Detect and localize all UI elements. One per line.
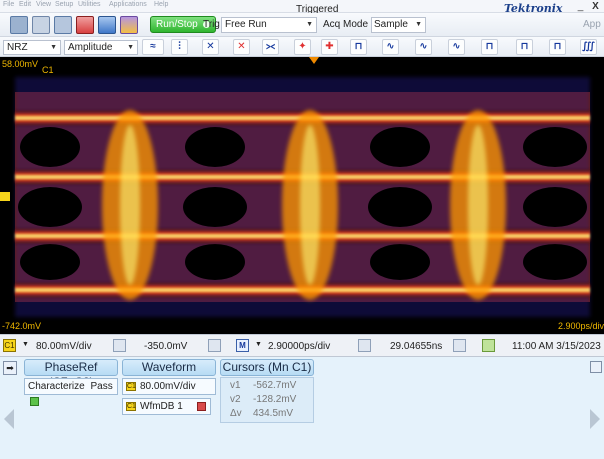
chevron-down-icon: ▼ [50, 41, 57, 54]
menu-file[interactable]: File [3, 1, 14, 8]
signal-type-select[interactable]: NRZ ▼ [3, 40, 61, 55]
math-channel-badge[interactable]: M [236, 339, 249, 352]
phaseref-badge-title[interactable]: PhaseRef (C7_C8) [24, 359, 118, 376]
trigger-mode-value: Free Run [225, 19, 267, 30]
add-badge-icon[interactable]: ➡ [3, 361, 17, 375]
eye-diagram-svg [0, 57, 604, 334]
vertical-scale[interactable]: 80.00mV/div [36, 341, 92, 352]
acq-mode-value: Sample [374, 19, 408, 30]
chevron-down-icon[interactable]: ▼ [255, 341, 262, 348]
measure-type-value: Amplitude [68, 42, 112, 53]
measure-amplitude-icon[interactable]: ≈ [142, 39, 164, 55]
channel-tag: C1 [126, 402, 136, 411]
measurement-toolbar: NRZ ▼ Amplitude ▼ ≈ ⫶ ✕ ✕ ⪥ ✦ ✚ ⊓ ∿ ∿ ∿ … [0, 37, 604, 57]
database-icon [197, 402, 206, 411]
menu-setup[interactable]: Setup [55, 1, 73, 8]
cursors-badge-title[interactable]: Cursors (Mn C1) [220, 359, 314, 376]
autoset-icon[interactable] [54, 16, 72, 34]
chevron-down-icon: ▼ [415, 18, 422, 32]
trigger-mode-select[interactable]: Free Run ▼ [221, 17, 317, 33]
acq-mode-label: Acq Mode [323, 19, 368, 30]
timebase-spin-icon[interactable] [358, 339, 371, 352]
utilities-icon[interactable] [120, 16, 138, 34]
menu-help[interactable]: Help [154, 1, 168, 8]
measure-icon[interactable] [98, 16, 116, 34]
measure-burst-icon[interactable]: ∭ [580, 39, 597, 55]
close-button[interactable]: X [589, 1, 602, 12]
timebase-value[interactable]: 2.90000ps/div [268, 341, 330, 352]
temperature-icon [482, 339, 495, 352]
measure-eye-icon[interactable]: ✕ [202, 39, 219, 55]
measure-crossing-icon[interactable]: ⫶ [171, 39, 188, 55]
position-spin-icon[interactable] [453, 339, 466, 352]
chevron-down-icon: ▼ [127, 41, 134, 54]
channel-badge[interactable]: C1 [3, 339, 16, 352]
scroll-left-icon[interactable] [4, 409, 14, 429]
cursor-delta-value: 434.5mV [253, 408, 293, 419]
scroll-right-icon[interactable] [590, 409, 600, 429]
menu-applications[interactable]: Applications [109, 1, 147, 8]
minimize-button[interactable]: _ [574, 1, 587, 12]
save-icon[interactable] [10, 16, 28, 34]
measure-type-select[interactable]: Amplitude ▼ [64, 40, 138, 55]
run-stop-label: Run/Stop [156, 19, 198, 30]
app-label[interactable]: App [583, 19, 601, 30]
waveform-badge-title[interactable]: Waveform [122, 359, 216, 376]
top-scale-value: 58.00mV [2, 59, 38, 69]
measure-cross-icon[interactable]: ✕ [233, 39, 250, 55]
control-panel: ➡ PhaseRef (C7_C8) Characterize Pass Wav… [0, 357, 604, 459]
cursor-v1-value: -562.7mV [253, 380, 296, 391]
characterize-row[interactable]: Characterize Pass [24, 378, 118, 395]
trigger-position-marker[interactable] [309, 57, 319, 64]
characterize-label: Characterize [28, 381, 85, 392]
channel-label: C1 [42, 65, 54, 75]
clear-icon[interactable] [76, 16, 94, 34]
waveform-source-row[interactable]: C1 WfmDB 1 [122, 398, 211, 415]
measure-falltime-icon[interactable]: ∿ [415, 39, 432, 55]
measure-jitter-icon[interactable]: ✦ [294, 39, 311, 55]
scale-spin-icon[interactable] [113, 339, 126, 352]
chevron-down-icon: ▼ [306, 18, 313, 32]
datetime: 11:00 AM 3/15/2023 [512, 341, 601, 352]
characterize-status: Pass [90, 381, 112, 392]
trig-label: Trig [203, 19, 220, 30]
menu-edit[interactable]: Edit [19, 1, 31, 8]
acq-mode-select[interactable]: Sample ▼ [371, 17, 426, 33]
chevron-down-icon[interactable]: ▼ [22, 341, 29, 348]
cursor-v2-value: -128.2mV [253, 394, 296, 405]
measure-period-icon[interactable]: ⊓ [516, 39, 533, 55]
measure-pulse-icon[interactable]: ⊓ [350, 39, 367, 55]
waveform-display[interactable]: 58.00mV C1 -742.0mV 2.900ps/div [0, 57, 604, 334]
status-ok-icon [30, 397, 39, 406]
bottom-scale-value: -742.0mV [2, 321, 41, 331]
offset-value[interactable]: -350.0mV [144, 341, 187, 352]
panel-menu-icon[interactable] [590, 361, 602, 373]
waveform-scale: 80.00mV/div [140, 381, 196, 392]
timebase-readout: 2.900ps/div [558, 321, 604, 331]
waveform-scale-row[interactable]: C1 80.00mV/div [122, 378, 216, 395]
measure-width-icon[interactable]: ⊓ [481, 39, 498, 55]
menu-view[interactable]: View [36, 1, 51, 8]
menu-bar: File Edit View Setup Utilities Applicati… [0, 0, 604, 13]
measure-freq-icon[interactable]: ⊓ [549, 39, 566, 55]
cursor-v1-label: v1 [230, 380, 241, 391]
measure-risetime-icon[interactable]: ∿ [382, 39, 399, 55]
channel-tag: C1 [126, 382, 136, 391]
measure-rise-icon[interactable]: ⪥ [262, 39, 279, 55]
position-value[interactable]: 29.04655ns [390, 341, 442, 352]
recall-icon[interactable] [32, 16, 50, 34]
cursor-delta-label: Δv [230, 408, 242, 419]
waveform-source: WfmDB 1 [140, 401, 183, 412]
status-bar: C1 ▼ 80.00mV/div -350.0mV M ▼ 2.90000ps/… [0, 334, 604, 357]
signal-type-value: NRZ [7, 42, 28, 53]
measure-overshoot-icon[interactable]: ∿ [448, 39, 465, 55]
offset-spin-icon[interactable] [208, 339, 221, 352]
measure-noise-icon[interactable]: ✚ [321, 39, 338, 55]
cursor-v2-label: v2 [230, 394, 241, 405]
channel-ground-marker[interactable] [0, 192, 10, 201]
main-toolbar: Run/Stop Trig Free Run ▼ Acq Mode Sample… [0, 13, 604, 37]
menu-utilities[interactable]: Utilities [78, 1, 101, 8]
